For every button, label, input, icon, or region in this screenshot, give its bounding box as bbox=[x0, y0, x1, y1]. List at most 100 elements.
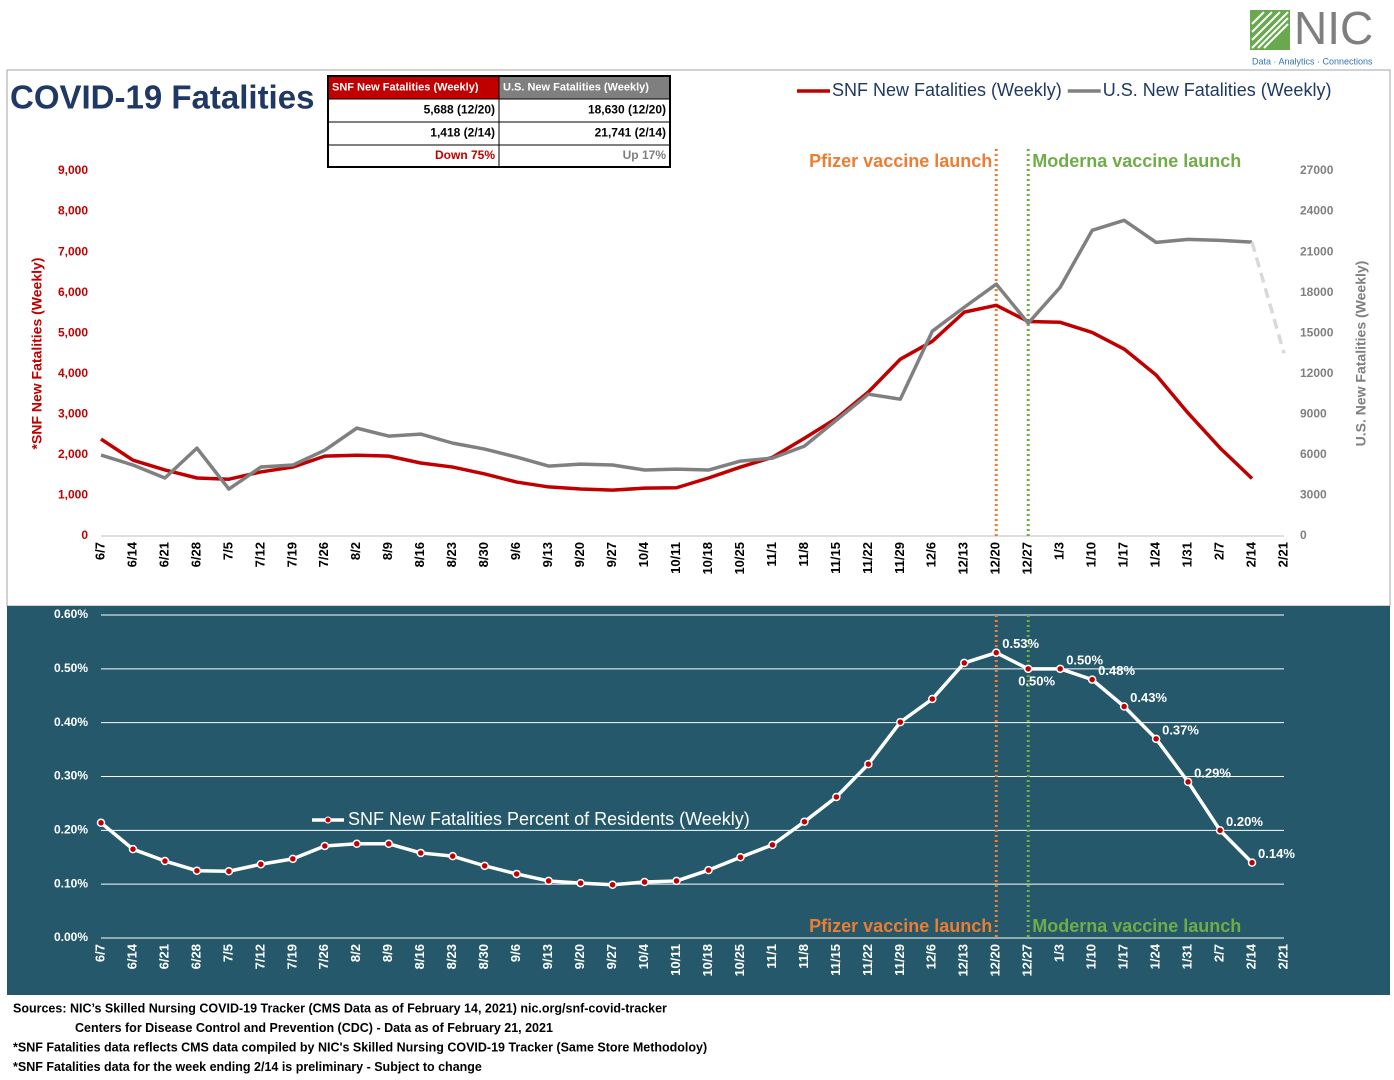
source-line: *SNF Fatalities data for the week ending… bbox=[13, 1060, 482, 1074]
table-cell-text: 5,688 (12/20) bbox=[424, 103, 495, 117]
legend-label: U.S. New Fatalities (Weekly) bbox=[1103, 80, 1332, 100]
x-tick-label: 12/20 bbox=[988, 944, 1003, 977]
data-label: 0.48% bbox=[1098, 663, 1135, 678]
point-marker bbox=[1087, 675, 1097, 684]
point-marker bbox=[96, 818, 106, 828]
point-marker bbox=[1247, 858, 1257, 867]
point-marker bbox=[160, 856, 170, 866]
point-marker bbox=[832, 792, 841, 802]
y-tick-label: 0.10% bbox=[54, 876, 88, 890]
x-tick-label: 9/13 bbox=[540, 944, 555, 969]
point-marker bbox=[512, 869, 521, 879]
series-projection bbox=[1250, 241, 1286, 354]
x-tick-label: 11/22 bbox=[860, 944, 875, 976]
point-marker bbox=[640, 877, 649, 887]
point-marker bbox=[960, 658, 969, 668]
x-tick-label: 7/26 bbox=[316, 542, 331, 567]
x-tick-label: 1/31 bbox=[1180, 542, 1195, 567]
x-tick-label: 7/12 bbox=[252, 944, 267, 969]
logo: NIC Data · Analytics · Connections bbox=[1250, 2, 1373, 66]
y-tick-label: 3,000 bbox=[58, 407, 88, 421]
x-tick-label: 9/20 bbox=[572, 944, 587, 969]
table-header: U.S. New Fatalities (Weekly) bbox=[503, 81, 649, 93]
x-tick-label: 7/5 bbox=[220, 944, 235, 962]
x-tick-label: 11/22 bbox=[860, 542, 875, 574]
x-tick-label: 12/13 bbox=[956, 944, 971, 977]
series-line bbox=[100, 303, 1254, 492]
x-tick-label: 12/6 bbox=[924, 542, 939, 567]
y-tick-label: 0.00% bbox=[54, 930, 88, 944]
y2-tick-label: 6000 bbox=[1300, 447, 1327, 461]
y2-tick-label: 3000 bbox=[1300, 488, 1327, 502]
y2-axis-label: U.S. New Fatalities (Weekly) bbox=[1353, 261, 1369, 447]
table-cell-text: 18,630 (12/20) bbox=[588, 103, 666, 117]
y2-tick-label: 24000 bbox=[1300, 204, 1334, 218]
y-tick-label: 2,000 bbox=[58, 447, 88, 461]
x-tick-label: 8/9 bbox=[380, 542, 395, 560]
x-tick-label: 9/27 bbox=[604, 542, 619, 567]
x-tick-label: 9/27 bbox=[604, 944, 619, 969]
point-marker bbox=[736, 853, 745, 862]
x-tick-label: 6/7 bbox=[92, 944, 107, 962]
y-tick-label: 1,000 bbox=[58, 488, 88, 502]
legend-label: SNF New Fatalities Percent of Residents … bbox=[348, 809, 750, 829]
x-tick-label: 2/21 bbox=[1275, 542, 1290, 567]
point-marker bbox=[800, 817, 809, 826]
x-tick-label: 1/24 bbox=[1148, 541, 1163, 567]
data-label: 0.50% bbox=[1018, 673, 1055, 688]
point-marker bbox=[672, 876, 681, 886]
y2-tick-label: 18000 bbox=[1300, 285, 1334, 299]
x-tick-label: 12/13 bbox=[956, 542, 971, 575]
data-label: 0.50% bbox=[1066, 652, 1103, 667]
point-marker bbox=[352, 839, 362, 849]
y-axis-label: *SNF New Fatalities (Weekly) bbox=[29, 258, 45, 450]
x-tick-label: 11/15 bbox=[828, 944, 843, 976]
x-tick-label: 8/16 bbox=[412, 944, 427, 969]
logo-tagline: Data · Analytics · Connections bbox=[1252, 56, 1373, 66]
x-tick-label: 11/8 bbox=[796, 944, 811, 969]
y2-tick-label: 0 bbox=[1300, 528, 1307, 542]
point-marker bbox=[384, 839, 394, 849]
point-marker bbox=[768, 840, 777, 850]
data-label: 0.14% bbox=[1258, 846, 1295, 861]
bottom-panel bbox=[7, 606, 1390, 995]
x-tick-label: 10/25 bbox=[732, 944, 747, 977]
point-marker bbox=[576, 878, 585, 888]
point-marker bbox=[128, 844, 138, 854]
point-marker bbox=[320, 841, 330, 851]
x-tick-label: 6/7 bbox=[92, 542, 107, 560]
point-marker bbox=[864, 759, 873, 769]
data-label: 0.37% bbox=[1162, 722, 1199, 737]
point-marker bbox=[991, 648, 1001, 657]
x-tick-label: 10/4 bbox=[636, 541, 651, 567]
x-tick-label: 7/19 bbox=[284, 944, 299, 969]
x-tick-label: 2/21 bbox=[1275, 944, 1290, 969]
point-marker bbox=[1119, 702, 1129, 711]
table-cell-text: Down 75% bbox=[435, 148, 495, 162]
legend-label: SNF New Fatalities (Weekly) bbox=[832, 80, 1062, 100]
y-tick-label: 9,000 bbox=[58, 163, 88, 177]
x-tick-label: 8/9 bbox=[380, 944, 395, 962]
x-tick-label: 8/30 bbox=[476, 542, 491, 567]
annotation-text: Pfizer vaccine launch bbox=[809, 151, 992, 171]
point-marker bbox=[288, 854, 298, 864]
y-tick-label: 0.30% bbox=[54, 769, 88, 783]
x-tick-label: 1/17 bbox=[1116, 542, 1131, 567]
logo-stripes bbox=[1251, 11, 1289, 49]
x-tick-label: 10/18 bbox=[700, 944, 715, 977]
x-tick-label: 9/6 bbox=[508, 944, 523, 962]
y2-tick-label: 27000 bbox=[1300, 163, 1334, 177]
x-tick-label: 1/3 bbox=[1052, 542, 1067, 560]
x-tick-label: 9/6 bbox=[508, 542, 523, 560]
point-marker bbox=[1215, 826, 1225, 835]
point-marker bbox=[1183, 777, 1193, 787]
x-tick-label: 12/20 bbox=[988, 542, 1003, 575]
table-border bbox=[327, 75, 671, 168]
x-tick-label: 1/17 bbox=[1116, 944, 1131, 969]
x-tick-label: 12/27 bbox=[1020, 542, 1035, 575]
x-tick-label: 1/10 bbox=[1084, 944, 1099, 969]
data-label: 0.20% bbox=[1226, 814, 1263, 829]
top-panel bbox=[6, 69, 1391, 607]
y-tick-label: 0.60% bbox=[54, 607, 88, 621]
x-tick-label: 6/14 bbox=[124, 541, 139, 567]
